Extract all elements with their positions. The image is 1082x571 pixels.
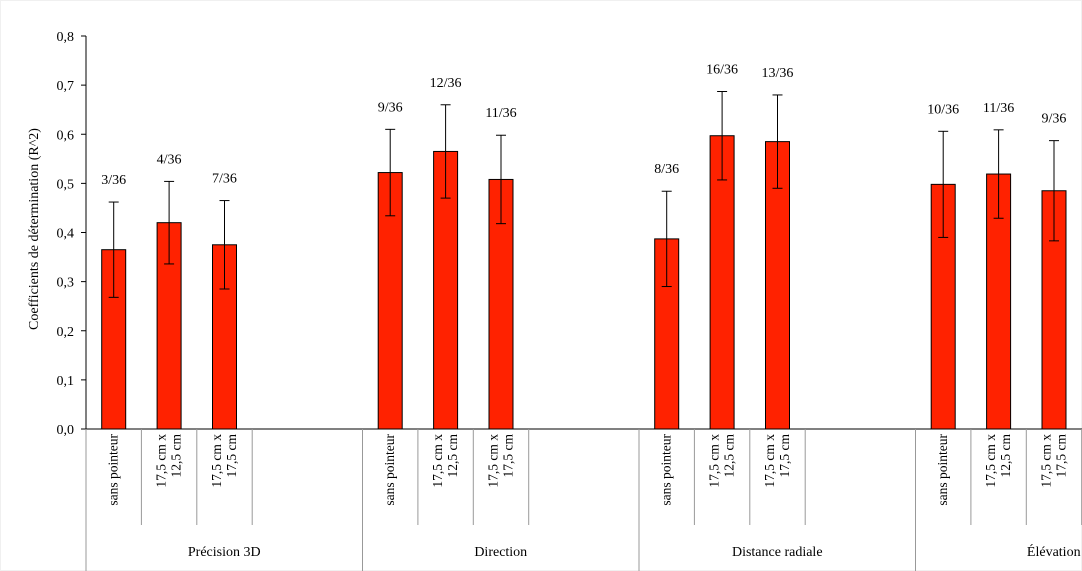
- category-label: 17,5 cm: [777, 434, 792, 478]
- y-tick-label: 0,5: [57, 177, 75, 192]
- category-label: 17,5 cm x: [707, 434, 722, 488]
- data-label: 9/36: [378, 100, 403, 115]
- data-label: 11/36: [485, 106, 516, 121]
- category-label: 17,5 cm x: [430, 434, 445, 488]
- category-label: 17,5 cm x: [486, 434, 501, 488]
- group-label: Direction: [474, 545, 527, 560]
- category-label: 17,5 cm x: [983, 434, 998, 488]
- data-label: 12/36: [430, 76, 462, 91]
- category-label: 12,5 cm: [722, 434, 737, 478]
- y-axis-label: Coefficients de détermination (R^2): [27, 128, 42, 330]
- category-label: 12,5 cm: [169, 434, 184, 478]
- category-label: sans pointeur: [659, 434, 674, 506]
- category-label: sans pointeur: [382, 434, 397, 506]
- category-label: 17,5 cm: [224, 434, 239, 478]
- data-label: 16/36: [706, 63, 738, 78]
- category-label: 12,5 cm: [998, 434, 1013, 478]
- data-label: 7/36: [212, 172, 237, 187]
- data-label: 4/36: [157, 152, 182, 167]
- category-label: 12,5 cm: [445, 434, 460, 478]
- data-label: 13/36: [762, 66, 794, 81]
- y-tick-label: 0,6: [57, 128, 75, 143]
- category-label: 17,5 cm x: [762, 434, 777, 488]
- y-tick-label: 0,7: [57, 79, 75, 94]
- y-tick-label: 0,3: [57, 276, 75, 291]
- category-label: 17,5 cm: [501, 434, 516, 478]
- category-label: 17,5 cm x: [1039, 434, 1054, 488]
- data-label: 8/36: [654, 162, 679, 177]
- data-label: 9/36: [1042, 112, 1067, 127]
- y-tick-label: 0,8: [57, 30, 75, 45]
- bar: [709, 135, 735, 430]
- category-label: 17,5 cm: [1054, 434, 1069, 478]
- labels: 0,0 0,1 0,2 0,3 0,4 0,5 0,6 0,7 0,8 3/36 sans poin…: [57, 30, 1081, 560]
- y-tick-label: 0,1: [57, 374, 75, 389]
- category-label: 17,5 cm x: [154, 434, 169, 488]
- data-label: 10/36: [927, 102, 959, 117]
- y-tick-label: 0,2: [57, 325, 75, 340]
- data-label: 11/36: [983, 101, 1014, 116]
- group-label: Distance radiale: [732, 545, 823, 560]
- bar: [765, 141, 790, 430]
- group-label: Élévation: [1027, 543, 1081, 560]
- group-label: Précision 3D: [188, 545, 261, 560]
- bars: [101, 91, 1067, 430]
- category-label: sans pointeur: [106, 434, 121, 506]
- y-tick-label: 0,4: [57, 227, 75, 242]
- data-label: 3/36: [101, 173, 126, 188]
- category-label: 17,5 cm x: [209, 434, 224, 488]
- category-label: sans pointeur: [935, 434, 950, 506]
- y-tick-label: 0,0: [57, 423, 75, 438]
